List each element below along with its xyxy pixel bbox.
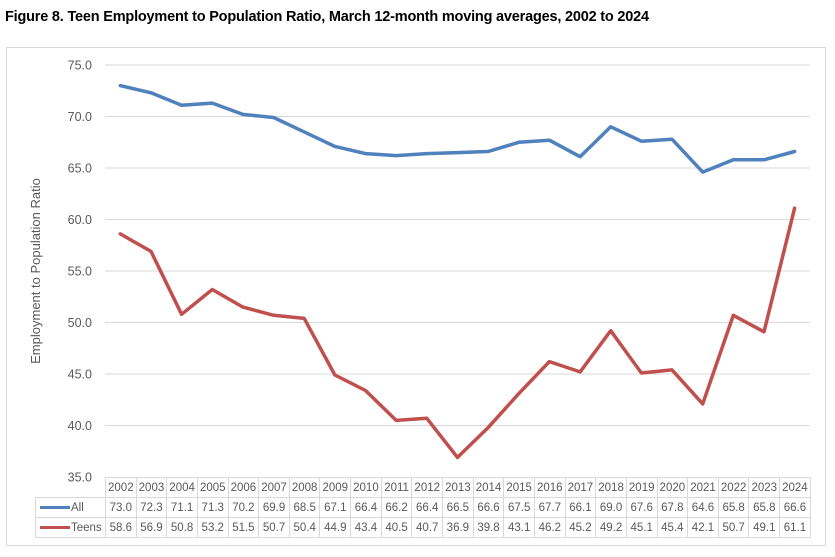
x-tick-label: 2021 <box>687 477 719 498</box>
y-axis-label: Employment to Population Ratio <box>28 178 43 364</box>
table-cell-teens: 40.7 <box>411 517 444 538</box>
table-cell-all: 67.7 <box>533 497 566 518</box>
table-row-all: All 73.0 72.3 71.1 71.3 70.2 69.9 68.5 67.1 66.4 6… <box>35 497 811 518</box>
y-tick-label: 65.0 <box>68 162 92 176</box>
table-cell-teens: 45.4 <box>656 517 689 538</box>
table-cell-all: 69.0 <box>595 497 627 518</box>
table-cell-all: 67.6 <box>625 497 658 518</box>
y-tick-label: 70.0 <box>68 110 92 124</box>
table-cell-teens: 36.9 <box>442 517 474 538</box>
x-tick-label: 2023 <box>748 477 781 498</box>
x-tick-label: 2007 <box>258 477 290 498</box>
x-tick-label: 2020 <box>656 477 689 498</box>
x-tick-label: 2005 <box>196 477 229 498</box>
data-table: 2002 2003 2004 2005 2006 2007 2008 2009 2010 2011… <box>35 477 811 538</box>
table-cell-teens: 43.1 <box>503 517 535 538</box>
table-cell-teens: 56.9 <box>135 517 168 538</box>
table-cell-all: 66.4 <box>350 497 382 518</box>
x-tick-label: 2011 <box>380 477 413 498</box>
table-cell-teens: 45.2 <box>564 517 597 538</box>
y-tick-label: 50.0 <box>68 316 92 330</box>
table-corner <box>35 477 106 498</box>
table-cell-all: 66.2 <box>380 497 413 518</box>
series-lines <box>118 83 797 460</box>
table-cell-teens: 61.1 <box>779 517 811 538</box>
table-cell-teens: 50.7 <box>717 517 750 538</box>
x-tick-label: 2018 <box>595 477 627 498</box>
table-cell-teens: 45.1 <box>625 517 658 538</box>
x-tick-label: 2014 <box>472 477 505 498</box>
x-tick-label: 2009 <box>319 477 352 498</box>
table-cell-teens: 50.8 <box>166 517 198 538</box>
table-cell-teens: 51.5 <box>227 517 260 538</box>
legend-all: All <box>35 497 106 518</box>
table-cell-all: 67.5 <box>503 497 535 518</box>
x-tick-label: 2022 <box>717 477 750 498</box>
table-cell-all: 66.6 <box>779 497 811 518</box>
chart-frame <box>6 47 826 546</box>
table-cell-all: 65.8 <box>717 497 750 518</box>
gridlines: 75.070.065.060.055.050.045.040.035.0 <box>68 59 810 485</box>
table-cell-teens: 39.8 <box>472 517 505 538</box>
table-cell-teens: 50.7 <box>258 517 290 538</box>
table-cell-all: 70.2 <box>227 497 260 518</box>
table-row-teens: Teens 58.6 56.9 50.8 53.2 51.5 50.7 50.4 44.9 43.… <box>35 517 811 538</box>
table-header-row: 2002 2003 2004 2005 2006 2007 2008 2009 2010 2011… <box>35 477 811 498</box>
table-cell-teens: 46.2 <box>533 517 566 538</box>
x-tick-label: 2012 <box>411 477 444 498</box>
legend-key-all <box>40 505 70 509</box>
x-tick-label: 2010 <box>350 477 382 498</box>
x-tick-label: 2019 <box>625 477 658 498</box>
series-line-teens <box>118 206 797 460</box>
x-tick-label: 2016 <box>533 477 566 498</box>
table-cell-teens: 42.1 <box>687 517 719 538</box>
figure-title: Figure 8. Teen Employment to Population … <box>5 9 649 25</box>
x-tick-label: 2006 <box>227 477 260 498</box>
table-cell-all: 66.5 <box>442 497 474 518</box>
table-cell-all: 71.1 <box>166 497 198 518</box>
legend-label-all: All <box>71 501 84 514</box>
table-cell-all: 67.1 <box>319 497 352 518</box>
table-cell-all: 64.6 <box>687 497 719 518</box>
y-tick-label: 45.0 <box>68 368 92 382</box>
table-cell-teens: 43.4 <box>350 517 382 538</box>
table-cell-all: 72.3 <box>135 497 168 518</box>
table-cell-all: 67.8 <box>656 497 689 518</box>
x-tick-label: 2004 <box>166 477 198 498</box>
x-tick-label: 2003 <box>135 477 168 498</box>
x-tick-label: 2015 <box>503 477 535 498</box>
legend-teens: Teens <box>35 517 106 538</box>
table-cell-teens: 49.2 <box>595 517 627 538</box>
table-cell-teens: 58.6 <box>105 517 137 538</box>
x-tick-label: 2017 <box>564 477 597 498</box>
table-cell-all: 68.5 <box>288 497 321 518</box>
legend-key-teens <box>40 525 70 529</box>
table-cell-teens: 40.5 <box>380 517 413 538</box>
legend-label-teens: Teens <box>71 521 102 534</box>
table-cell-all: 69.9 <box>258 497 290 518</box>
table-cell-all: 73.0 <box>105 497 137 518</box>
table-cell-teens: 53.2 <box>196 517 229 538</box>
table-cell-teens: 50.4 <box>288 517 321 538</box>
table-cell-all: 71.3 <box>196 497 229 518</box>
table-cell-all: 66.1 <box>564 497 597 518</box>
table-cell-all: 66.6 <box>472 497 505 518</box>
table-cell-all: 66.4 <box>411 497 444 518</box>
x-tick-label: 2002 <box>105 477 137 498</box>
y-tick-label: 75.0 <box>68 59 92 73</box>
series-line-all <box>118 83 797 174</box>
x-tick-label: 2024 <box>779 477 811 498</box>
table-cell-all: 65.8 <box>748 497 781 518</box>
table-cell-teens: 49.1 <box>748 517 781 538</box>
y-tick-label: 60.0 <box>68 213 92 227</box>
x-tick-label: 2008 <box>288 477 321 498</box>
y-tick-label: 40.0 <box>68 419 92 433</box>
table-cell-teens: 44.9 <box>319 517 352 538</box>
x-tick-label: 2013 <box>442 477 474 498</box>
y-tick-label: 55.0 <box>68 265 92 279</box>
